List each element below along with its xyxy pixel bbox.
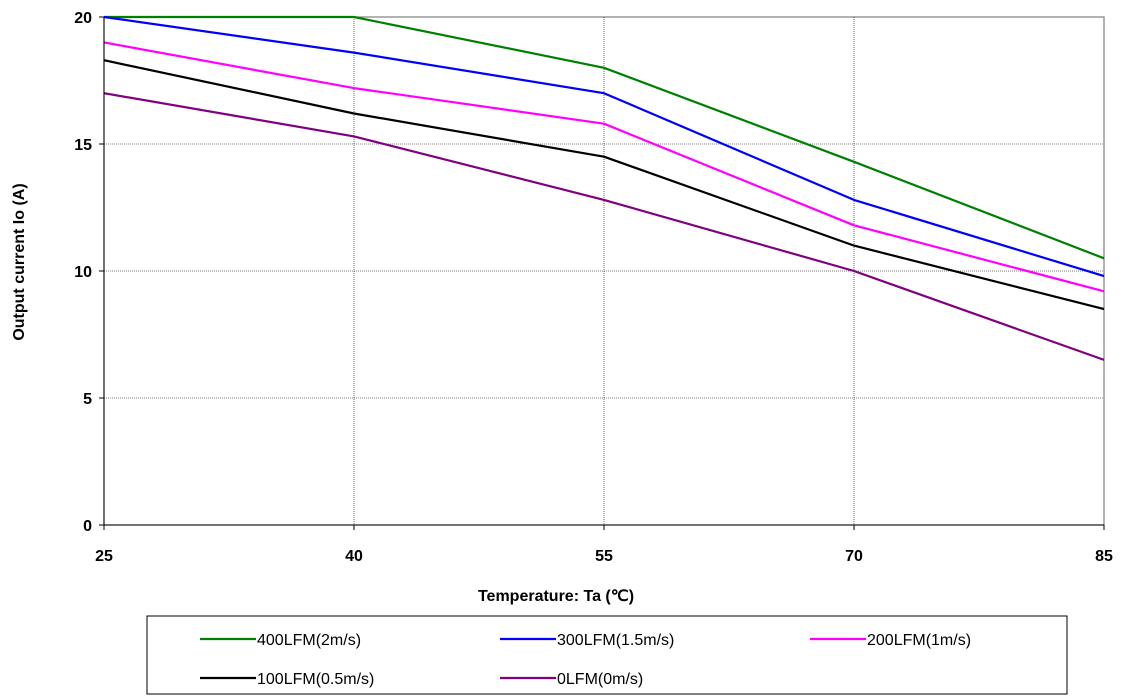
- x-tick-label: 70: [845, 548, 863, 565]
- x-tick-label: 40: [345, 548, 363, 565]
- legend-items: 400LFM(2m/s) 300LFM(1.5m/s) 200LFM(1m/s) 10…: [200, 632, 971, 688]
- y-ticks: 0 5 10 15 20: [74, 10, 104, 535]
- series-line-2: [103, 41, 1105, 293]
- y-tick-label: 5: [83, 391, 92, 408]
- plot-area: [103, 15, 1105, 526]
- y-tick-label: 0: [83, 518, 92, 535]
- legend-box: [146, 615, 1068, 695]
- series-lines: [103, 15, 1105, 361]
- legend: 400LFM(2m/s) 300LFM(1.5m/s) 200LFM(1m/s) 10…: [146, 615, 1068, 695]
- x-tick-label: 55: [595, 548, 613, 565]
- legend-label: 400LFM(2m/s): [257, 632, 361, 649]
- grid-lines: [104, 17, 1104, 525]
- y-tick-label: 15: [74, 137, 92, 154]
- x-tick-label: 85: [1095, 548, 1113, 565]
- legend-label: 200LFM(1m/s): [867, 632, 971, 649]
- series-line-3: [103, 59, 1105, 311]
- legend-label: 300LFM(1.5m/s): [557, 632, 674, 649]
- y-tick-label: 20: [74, 10, 92, 27]
- y-axis-label: Output current Io (A): [11, 183, 28, 340]
- series-line-0: [104, 15, 1105, 260]
- legend-label: 0LFM(0m/s): [557, 671, 643, 688]
- x-tick-label: 25: [95, 548, 113, 565]
- y-tick-label: 10: [74, 264, 92, 281]
- x-axis-label: Temperature: Ta (℃): [478, 588, 634, 605]
- series-line-1: [103, 15, 1105, 278]
- x-ticks: 25 40 55 70 85: [95, 525, 1113, 565]
- series-line-4: [103, 92, 1105, 361]
- legend-label: 100LFM(0.5m/s): [257, 671, 374, 688]
- axes: 0 5 10 15 20 25 40 55 70 85: [74, 10, 1113, 565]
